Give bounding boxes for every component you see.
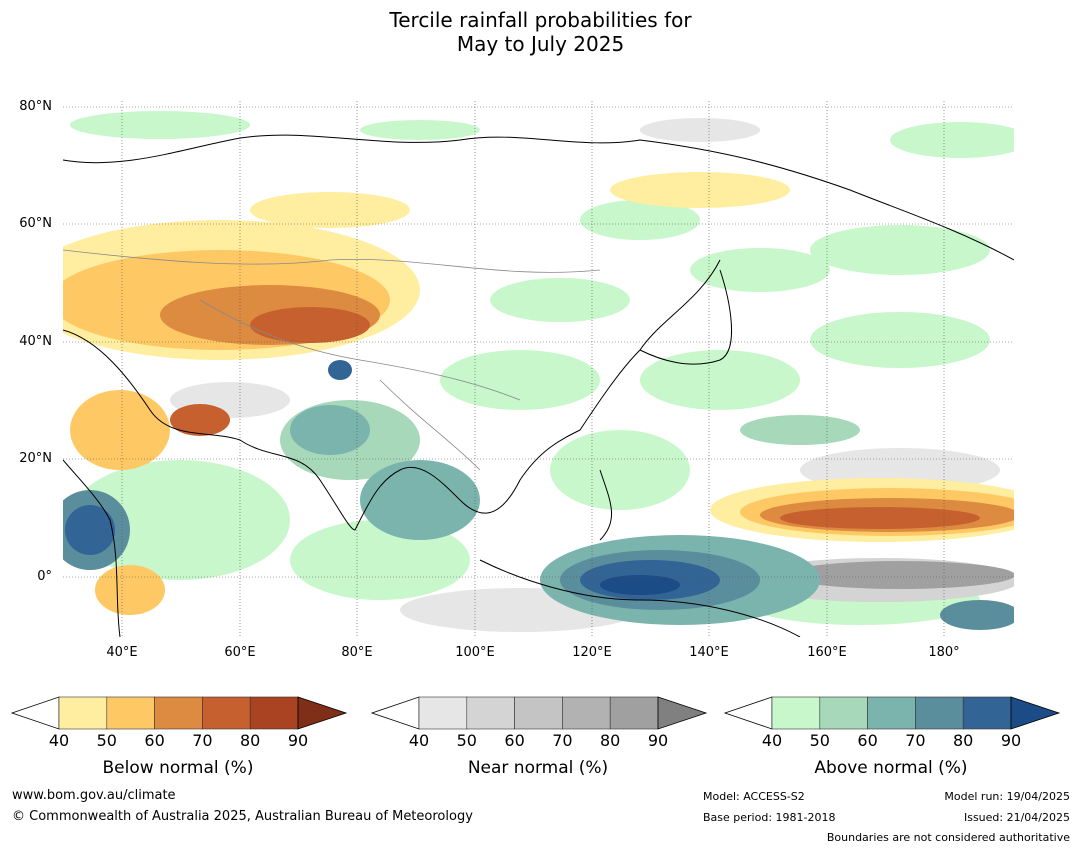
near-normal-tick-80: 80: [600, 731, 621, 750]
lat-label-40n: 40°N: [19, 334, 52, 349]
lon-label-180: 180°: [928, 645, 960, 660]
near-normal-swatch-40: [418, 696, 468, 730]
near-normal-swatch-60: [514, 696, 563, 730]
above-normal-swatch-50: [819, 696, 868, 730]
near-normal-tick-90: 90: [647, 731, 669, 750]
above-normal-over-arrow: [1010, 696, 1061, 730]
above-normal-tick-90: 90: [1000, 731, 1022, 750]
above-normal-label: Above normal (%): [814, 758, 968, 778]
lon-label-100e: 100°E: [455, 645, 495, 660]
above-normal-tick-60: 60: [857, 731, 878, 750]
colorbars: [10, 696, 1061, 730]
above-normal-swatch-80: [962, 696, 1012, 730]
below-normal-over-arrow: [297, 696, 348, 730]
below-normal-tick-50: 50: [96, 731, 117, 750]
above-normal-under-arrow: [723, 696, 773, 730]
below-normal-swatch-60: [154, 696, 203, 730]
near-normal-tick-60: 60: [504, 731, 525, 750]
footer-issued: Issued: 21/04/2025: [963, 811, 1070, 824]
near-normal-tick-40: 40: [408, 731, 430, 750]
below-normal-swatch-40: [58, 696, 108, 730]
lon-label-140e: 140°E: [689, 645, 729, 660]
lat-label-20n: 20°N: [19, 451, 52, 466]
above-normal-swatch-70: [915, 696, 964, 730]
near-normal-tick-70: 70: [552, 731, 573, 750]
footer-model: Model: ACCESS-S2: [703, 790, 805, 803]
lon-label-160e: 160°E: [807, 645, 847, 660]
below-normal-swatch-80: [249, 696, 299, 730]
footer-model-run: Model run: 19/04/2025: [944, 790, 1070, 803]
above-normal-tick-80: 80: [953, 731, 974, 750]
below-normal-tick-70: 70: [192, 731, 213, 750]
below-normal-under-arrow: [10, 696, 60, 730]
near-normal-over-arrow: [657, 696, 708, 730]
lat-label-0: 0°: [37, 569, 52, 584]
country-boundaries: [63, 249, 601, 471]
below-normal-swatch-50: [106, 696, 155, 730]
above-normal-tick-50: 50: [809, 731, 830, 750]
lon-label-60e: 60°E: [224, 645, 256, 660]
graticule: [63, 101, 1014, 637]
below-normal-label: Below normal (%): [102, 758, 254, 778]
probability-field: [63, 101, 1014, 637]
near-normal-swatch-50: [466, 696, 515, 730]
footer-copyright: © Commonwealth of Australia 2025, Austra…: [12, 809, 473, 824]
lon-label-40e: 40°E: [106, 645, 138, 660]
below-normal-swatch-70: [202, 696, 251, 730]
near-normal-swatch-80: [609, 696, 659, 730]
lat-label-60n: 60°N: [19, 216, 52, 231]
coastlines: [63, 134, 1014, 637]
above-normal-swatch-60: [867, 696, 916, 730]
near-normal-swatch-70: [562, 696, 611, 730]
footer-boundaries-note: Boundaries are not considered authoritat…: [826, 831, 1070, 844]
title-line-2: May to July 2025: [456, 32, 625, 56]
footer-url: www.bom.gov.au/climate: [12, 788, 176, 803]
above-normal-swatch-40: [771, 696, 821, 730]
above-normal-tick-40: 40: [761, 731, 783, 750]
footer-base-period: Base period: 1981-2018: [703, 811, 836, 824]
lon-label-80e: 80°E: [341, 645, 373, 660]
above-normal-tick-70: 70: [905, 731, 926, 750]
near-normal-tick-50: 50: [456, 731, 477, 750]
below-normal-tick-40: 40: [48, 731, 70, 750]
near-normal-label: Near normal (%): [467, 758, 609, 778]
lat-label-80n: 80°N: [19, 99, 52, 114]
title-line-1: Tercile rainfall probabilities for: [389, 8, 692, 32]
map-title: Tercile rainfall probabilities for May t…: [0, 8, 1081, 56]
near-normal-under-arrow: [370, 696, 420, 730]
below-normal-tick-80: 80: [240, 731, 261, 750]
below-normal-tick-60: 60: [144, 731, 165, 750]
lon-label-120e: 120°E: [572, 645, 612, 660]
below-normal-tick-90: 90: [287, 731, 309, 750]
